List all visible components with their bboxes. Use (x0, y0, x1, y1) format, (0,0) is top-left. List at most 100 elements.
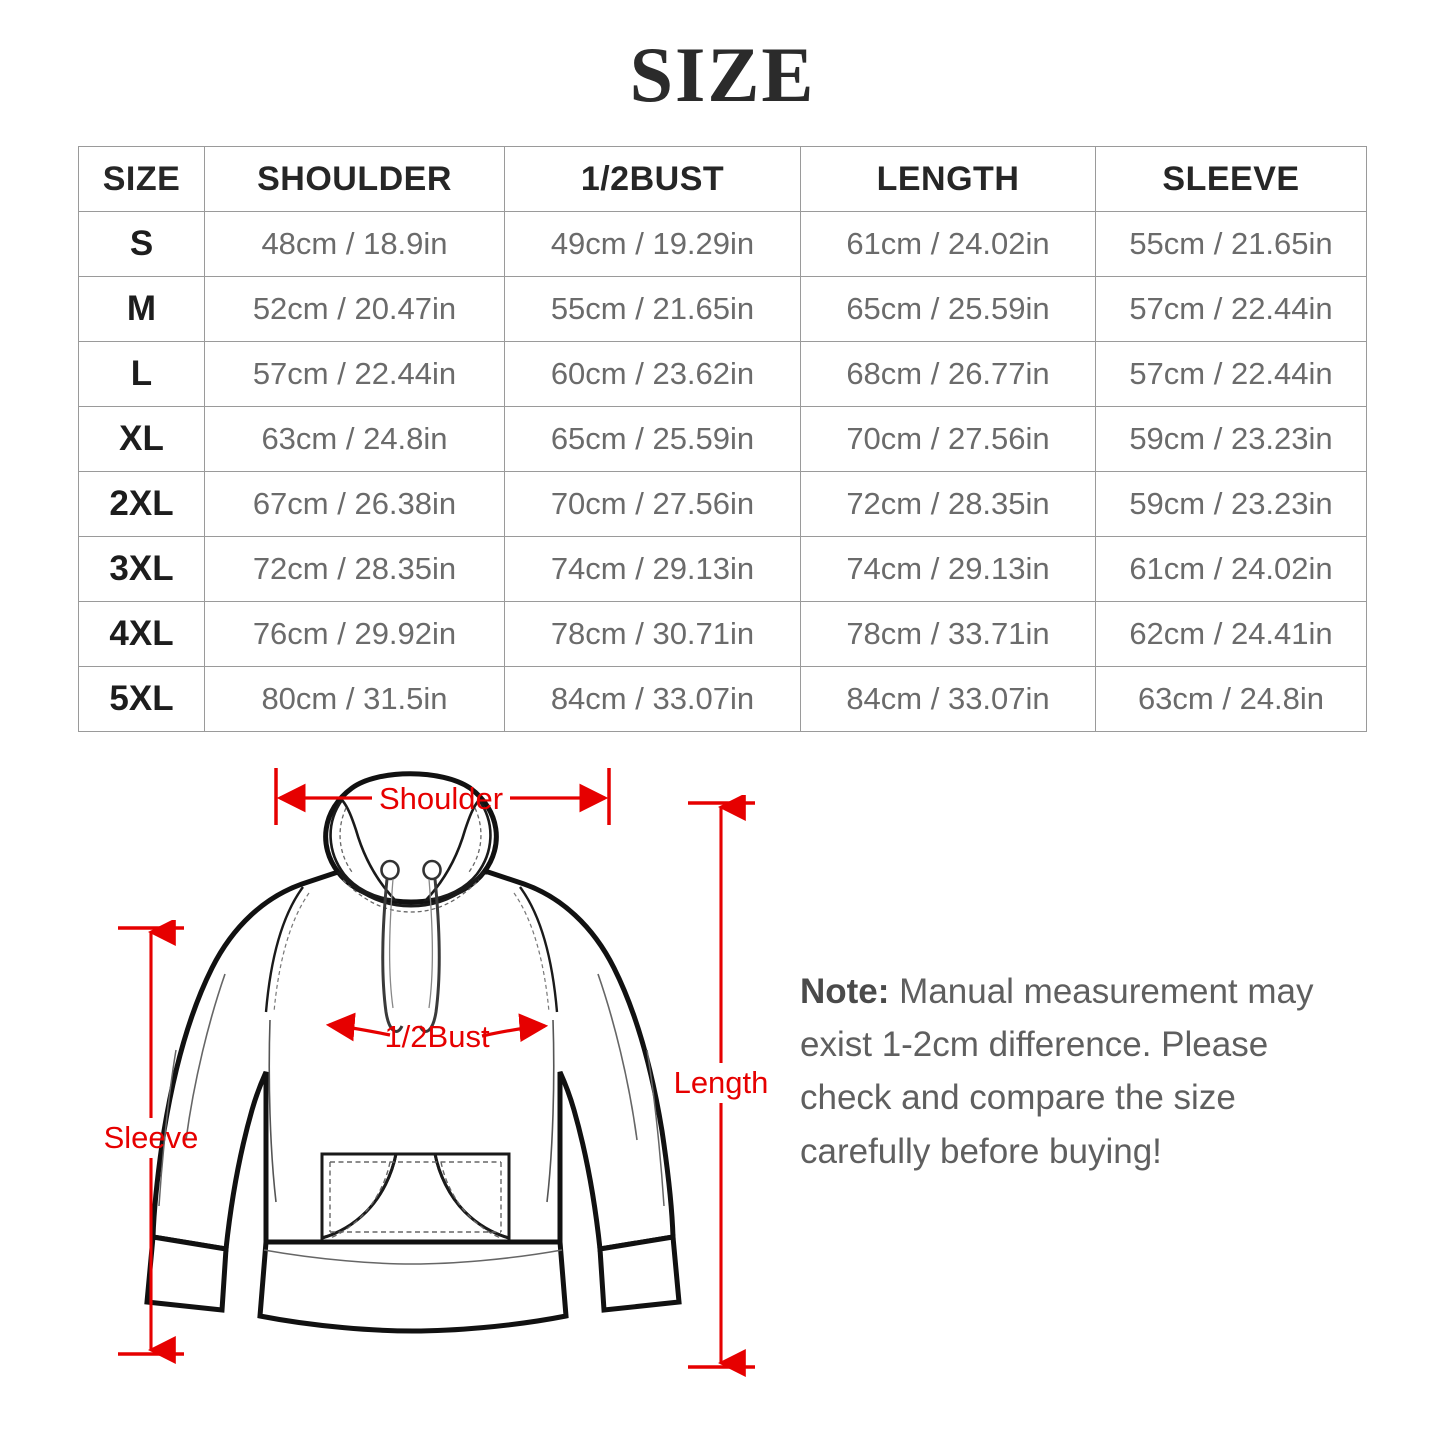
neckline-stitch (342, 879, 480, 913)
bust-arrow-right-half (481, 1013, 549, 1043)
cell-sleeve: 61cm / 24.02in (1095, 536, 1367, 602)
shoulder-measurement: Shoulder (274, 768, 611, 825)
drawstring-left-inner (388, 878, 394, 1009)
drawstring-left (381, 878, 404, 1033)
drawstring-right (418, 878, 441, 1033)
hood-fold-left (329, 797, 399, 902)
cell-size: L (78, 341, 205, 407)
column-header-size: SIZE (78, 146, 205, 212)
cell-bust: 65cm / 25.59in (504, 406, 801, 472)
drawstring-right-inner (428, 878, 434, 1009)
cell-length: 65cm / 25.59in (800, 276, 1096, 342)
cell-bust: 60cm / 23.62in (504, 341, 801, 407)
shoulder-seam-left-stitch (273, 892, 310, 1013)
column-header-bust: 1/2BUST (504, 146, 801, 212)
bust-label: 1/2Bust (384, 1019, 490, 1054)
cell-sleeve: 62cm / 24.41in (1095, 601, 1367, 667)
shoulder-label: Shoulder (379, 781, 503, 816)
sleeve-fold-right-a (597, 973, 638, 1141)
bust-measurement: 1/2Bust (325, 1012, 549, 1054)
cell-size: S (78, 211, 205, 277)
cell-size: 3XL (78, 536, 205, 602)
cell-bust: 49cm / 19.29in (504, 211, 801, 277)
cell-bust: 55cm / 21.65in (504, 276, 801, 342)
cell-bust: 84cm / 33.07in (504, 666, 801, 732)
cell-shoulder: 57cm / 22.44in (204, 341, 505, 407)
table-header-row: SIZE SHOULDER 1/2BUST LENGTH SLEEVE (78, 146, 1367, 212)
cell-shoulder: 52cm / 20.47in (204, 276, 505, 342)
cell-sleeve: 63cm / 24.8in (1095, 666, 1367, 732)
table-row: 4XL 76cm / 29.92in 78cm / 30.71in 78cm /… (78, 601, 1367, 667)
drape-left (268, 1019, 277, 1203)
cell-length: 84cm / 33.07in (800, 666, 1096, 732)
bust-arrow-left-half (325, 1012, 391, 1042)
sleeve-fold-left-a (185, 973, 226, 1141)
sleeve-fold-right-b (646, 1049, 665, 1207)
table-row: S 48cm / 18.9in 49cm / 19.29in 61cm / 24… (78, 211, 1367, 277)
table-row: 3XL 72cm / 28.35in 74cm / 29.13in 74cm /… (78, 536, 1367, 602)
cell-shoulder: 48cm / 18.9in (204, 211, 505, 277)
cell-length: 78cm / 33.71in (800, 601, 1096, 667)
cell-sleeve: 57cm / 22.44in (1095, 276, 1367, 342)
cell-length: 70cm / 27.56in (800, 406, 1096, 472)
hoodie-body-group (144, 771, 682, 1334)
table-row: M 52cm / 20.47in 55cm / 21.65in 65cm / 2… (78, 276, 1367, 342)
cell-length: 72cm / 28.35in (800, 471, 1096, 537)
cell-shoulder: 63cm / 24.8in (204, 406, 505, 472)
neckline-band (336, 870, 486, 908)
cell-sleeve: 59cm / 23.23in (1095, 406, 1367, 472)
cell-shoulder: 72cm / 28.35in (204, 536, 505, 602)
column-header-sleeve: SLEEVE (1095, 146, 1367, 212)
pocket-stitch (329, 1161, 502, 1239)
note-block: Note: Manual measurement may exist 1-2cm… (800, 965, 1360, 1178)
pocket-opening-right (433, 1152, 511, 1240)
length-label: Length (674, 1065, 769, 1100)
hem-band (257, 1239, 569, 1334)
cell-sleeve: 59cm / 23.23in (1095, 471, 1367, 537)
sleeve-fold-left-b (158, 1049, 177, 1207)
pocket-opening-left (320, 1152, 398, 1240)
eyelet-left (380, 859, 400, 881)
cell-bust: 74cm / 29.13in (504, 536, 801, 602)
cell-sleeve: 57cm / 22.44in (1095, 341, 1367, 407)
measurement-diagram: Shoulder 1/2Bust Sleeve (0, 740, 1445, 1445)
cuff-left (144, 1234, 229, 1313)
hoodie-illustration: Shoulder 1/2Bust (144, 768, 682, 1334)
hoodie-outline (150, 869, 676, 1313)
shoulder-seam-right (519, 886, 559, 1013)
cell-bust: 78cm / 30.71in (504, 601, 801, 667)
cell-bust: 70cm / 27.56in (504, 471, 801, 537)
cell-size: XL (78, 406, 205, 472)
note-label: Note: (800, 972, 890, 1011)
table-row: 2XL 67cm / 26.38in 70cm / 27.56in 72cm /… (78, 471, 1367, 537)
cell-length: 68cm / 26.77in (800, 341, 1096, 407)
size-chart-table-container: SIZE SHOULDER 1/2BUST LENGTH SLEEVE S 48… (78, 146, 1367, 732)
cell-length: 61cm / 24.02in (800, 211, 1096, 277)
cell-size: 5XL (78, 666, 205, 732)
cell-shoulder: 67cm / 26.38in (204, 471, 505, 537)
hem-band-stitch (263, 1249, 563, 1265)
cell-shoulder: 80cm / 31.5in (204, 666, 505, 732)
drape-right (546, 1019, 555, 1203)
cell-size: M (78, 276, 205, 342)
table-row: XL 63cm / 24.8in 65cm / 25.59in 70cm / 2… (78, 406, 1367, 472)
cell-shoulder: 76cm / 29.92in (204, 601, 505, 667)
table-row: 5XL 80cm / 31.5in 84cm / 33.07in 84cm / … (78, 666, 1367, 732)
table-row: L 57cm / 22.44in 60cm / 23.62in 68cm / 2… (78, 341, 1367, 407)
sleeve-measurement: Sleeve (104, 920, 199, 1364)
page-title: SIZE (629, 31, 816, 118)
column-header-length: LENGTH (800, 146, 1096, 212)
shoulder-seam-right-stitch (513, 892, 550, 1013)
cuff-right (597, 1234, 682, 1313)
cell-sleeve: 55cm / 21.65in (1095, 211, 1367, 277)
note-text: Manual measurement may exist 1-2cm diffe… (800, 972, 1314, 1171)
shoulder-seam-left (264, 886, 304, 1013)
sleeve-label: Sleeve (104, 1120, 199, 1155)
cell-size: 2XL (78, 471, 205, 537)
cell-length: 74cm / 29.13in (800, 536, 1096, 602)
cell-size: 4XL (78, 601, 205, 667)
eyelet-right (422, 859, 442, 881)
size-chart-table: SIZE SHOULDER 1/2BUST LENGTH SLEEVE S 48… (78, 146, 1367, 732)
hood-fold-right (422, 797, 492, 902)
length-measurement: Length (674, 795, 769, 1377)
